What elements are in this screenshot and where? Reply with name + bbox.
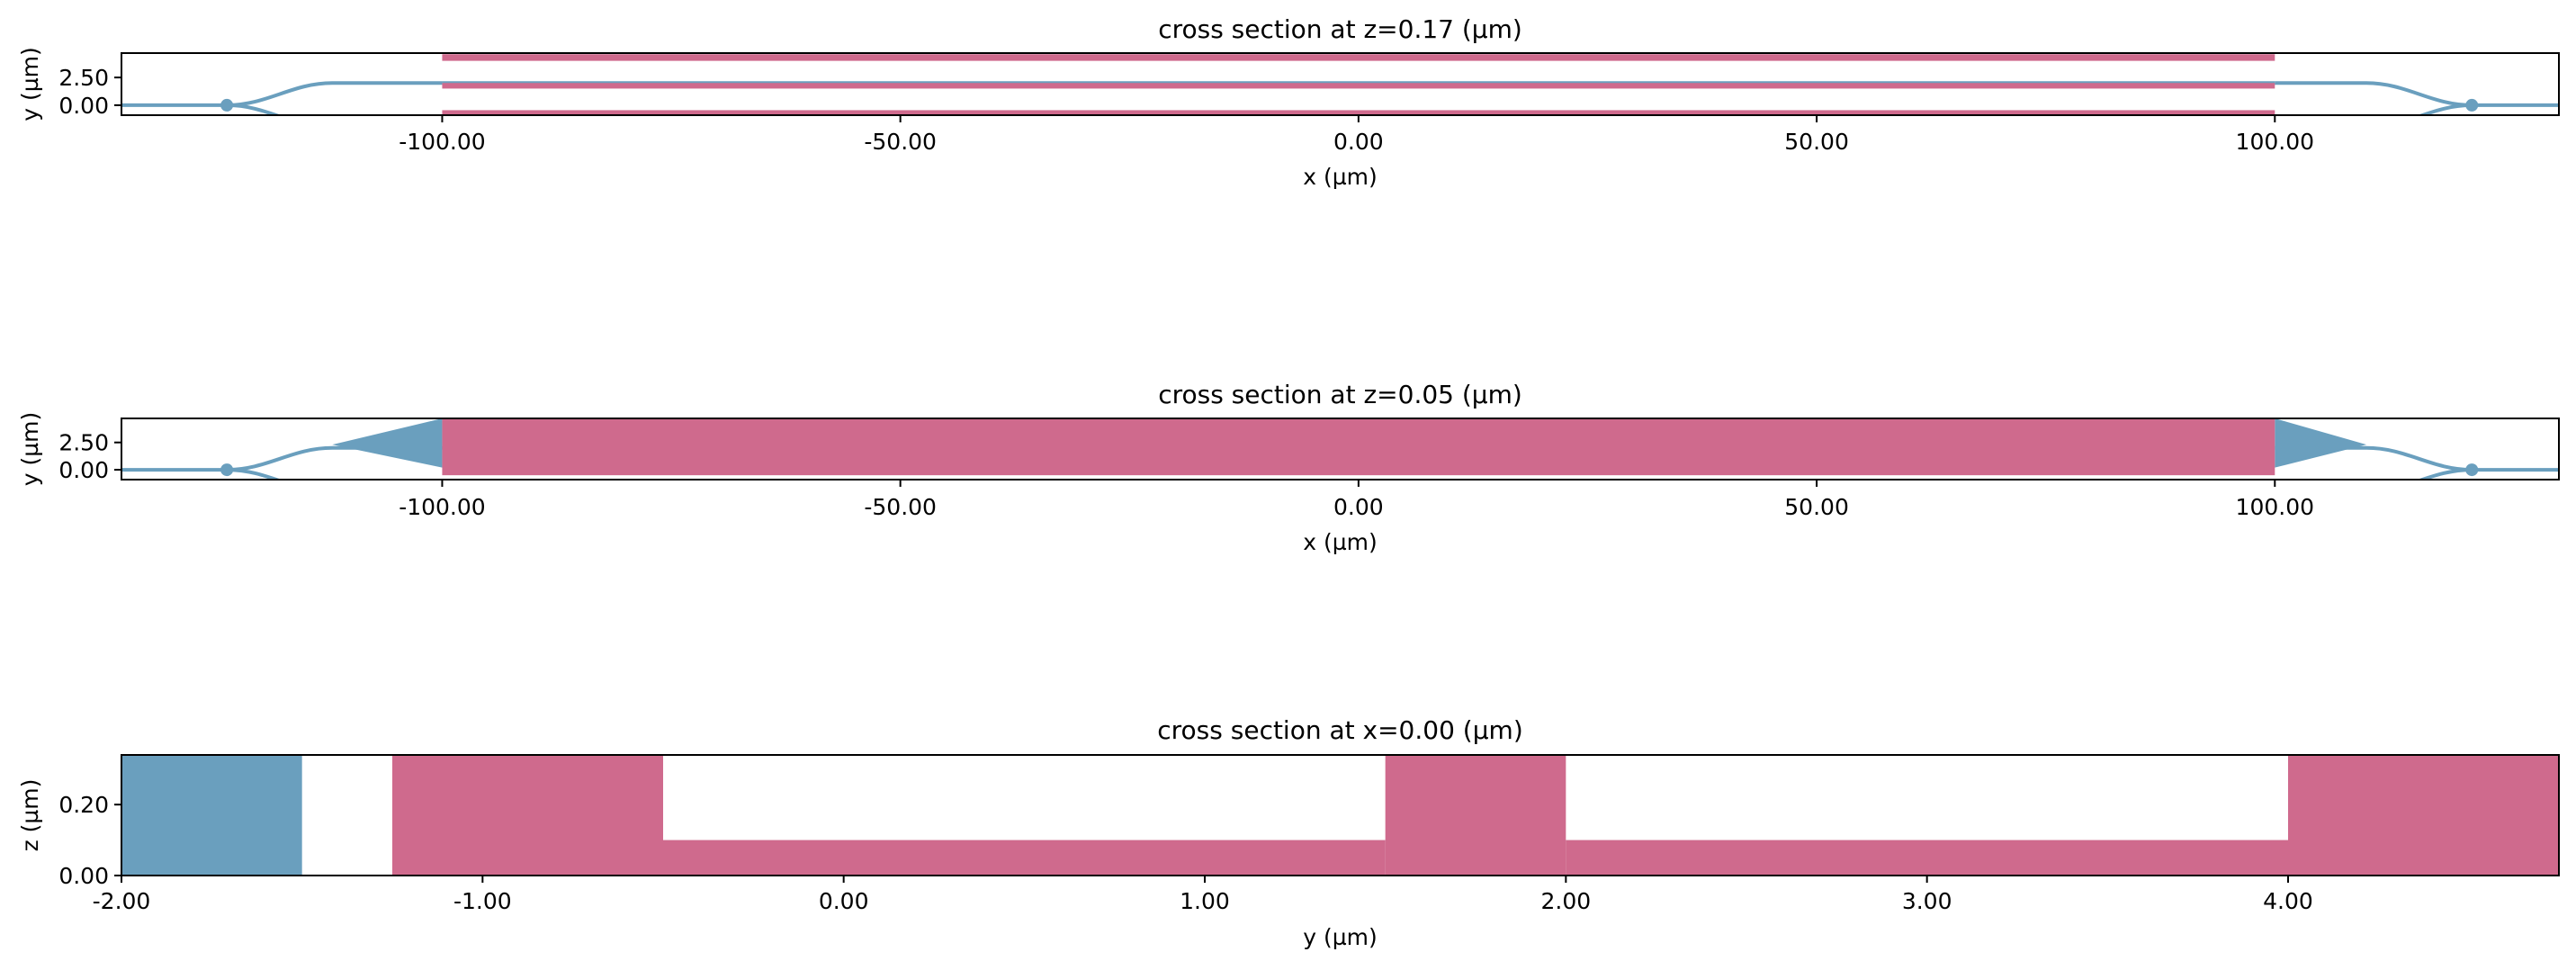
x-tick-label: 100.00 [2236,129,2314,155]
waveguide-region [121,755,302,876]
x-axis-label: y (µm) [1303,924,1378,950]
port-marker [2465,463,2479,477]
chart-title: cross section at x=0.00 (µm) [1157,715,1523,745]
chart-title: cross section at z=0.17 (µm) [1158,14,1522,44]
x-tick-label: 100.00 [2236,494,2314,520]
y-tick-label: 0.00 [58,457,109,483]
axes-frame [121,754,2560,876]
plot-area [121,54,2559,115]
x-axis-label: x (µm) [1303,164,1378,190]
cross-section-panel-3: -2.00 -1.00 0.00 1.00 2.00 3.00 4.00 0.20 0.00 cr… [17,715,2560,950]
cross-section-panel-2: -100.00 -50.00 0.00 50.00 100.002.500.00cros… [17,380,2560,555]
x-tick-label: 0.00 [1333,494,1384,520]
x-tick-label: 50.00 [1784,129,1849,155]
waveguide-path [227,81,443,107]
metal-region [442,418,2275,476]
y-tick-label: 2.50 [58,430,109,456]
chart-title: cross section at z=0.05 (µm) [1158,380,1522,409]
plot-area [121,755,2559,876]
y-tick-label: 2.50 [58,65,109,91]
x-tick-label: -50.00 [864,494,937,520]
metal-region [442,83,2275,89]
port-marker [220,463,234,477]
y-axis-label: z (µm) [17,779,43,852]
x-axis-label: x (µm) [1303,529,1378,555]
metal-region [392,755,663,876]
port-marker [220,98,234,112]
x-tick-label: 1.00 [1180,888,1230,914]
waveguide-path [2275,81,2473,107]
x-tick-label: -100.00 [399,129,486,155]
y-tick-label: 0.00 [58,863,109,889]
y-tick-label: 0.00 [58,93,109,119]
metal-region [1566,840,2288,876]
waveguide-path [227,468,283,480]
metal-region [2288,755,2559,876]
waveguide-path [2275,445,2473,472]
plot-area [121,418,2559,480]
waveguide-path [227,103,283,115]
x-tick-label: -2.00 [93,888,151,914]
axes-frame [121,418,2560,481]
x-tick-label: -50.00 [864,129,937,155]
waveguide-path [2417,103,2473,115]
metal-region [663,840,1386,876]
metal-region [1385,755,1566,876]
axes-frame [121,52,2560,116]
metal-region [442,54,2275,61]
taper-left [332,418,443,468]
x-tick-label: 3.00 [1902,888,1952,914]
x-tick-label: 4.00 [2263,888,2313,914]
y-axis-label: y (µm) [17,47,43,121]
y-tick-label: 0.20 [58,792,109,818]
waveguide-path [227,445,443,472]
taper-right [2275,418,2367,468]
metal-region [442,110,2275,115]
x-tick-label: 0.00 [819,888,869,914]
x-tick-label: -1.00 [453,888,512,914]
x-tick-label: 50.00 [1784,494,1849,520]
cross-section-panel-1: -100.00 -50.00 0.00 50.00 100.002.500.00cros… [17,14,2560,190]
x-tick-label: 2.00 [1540,888,1591,914]
port-marker [2465,98,2479,112]
y-axis-label: y (µm) [17,412,43,487]
x-tick-label: -100.00 [399,494,486,520]
waveguide-path [2417,468,2473,480]
x-tick-label: 0.00 [1333,129,1384,155]
